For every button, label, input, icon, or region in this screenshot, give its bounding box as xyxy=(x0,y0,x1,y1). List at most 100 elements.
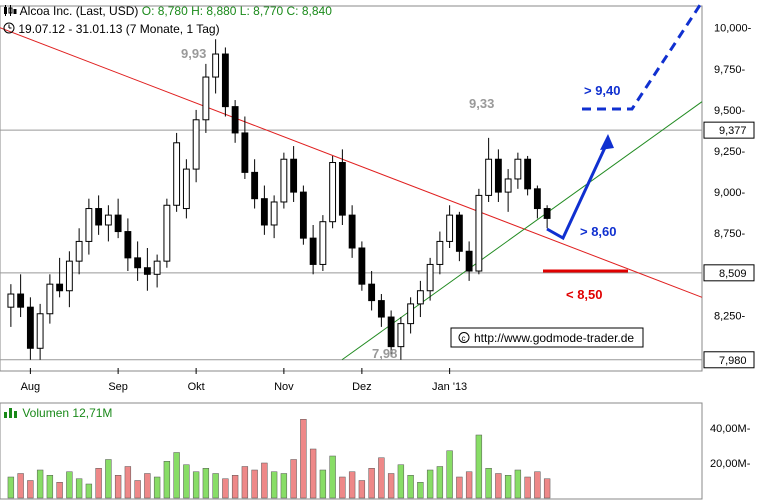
candle-body xyxy=(319,221,327,265)
volume-bar xyxy=(436,466,444,499)
volume-bar xyxy=(56,482,63,499)
breakout-arrow xyxy=(546,140,610,241)
level-label: 7,980 xyxy=(719,355,747,367)
volume-bar xyxy=(339,476,346,499)
volume-bar xyxy=(212,473,219,499)
volume-bar xyxy=(251,469,258,499)
candle-body xyxy=(504,178,512,193)
volume-bar xyxy=(417,482,424,499)
price-tick-label: 8,250- xyxy=(714,310,746,322)
volume-bar xyxy=(173,452,180,499)
candle-body xyxy=(75,240,83,262)
price-axis: 10,000- 9,750- 9,500- 9,250- 9,000- 8,750- 8,2… xyxy=(714,23,752,323)
level-lines: 9,377 8,509 7,980 xyxy=(0,121,755,369)
volume-bar xyxy=(378,457,385,499)
volume-bar xyxy=(85,483,93,499)
candle-body xyxy=(309,237,317,265)
candle-body xyxy=(182,168,190,210)
trend-lines xyxy=(0,27,703,361)
volume-bar xyxy=(387,473,395,499)
volume-bar xyxy=(514,469,522,499)
watermark-box xyxy=(450,327,644,348)
volume-bar xyxy=(134,480,141,499)
volume-bar xyxy=(17,473,24,499)
up-target-path xyxy=(582,1,704,111)
candle-body xyxy=(387,316,395,348)
candle-body xyxy=(299,191,307,239)
volume-bar xyxy=(397,464,405,499)
volume-bar xyxy=(465,471,473,499)
trigger-label: > 8,60 xyxy=(580,224,617,239)
time-tick-label: Aug xyxy=(21,381,41,393)
volume-axis: 40,00M- 20,00M- xyxy=(710,423,751,470)
volume-bar xyxy=(504,475,512,499)
volume-bar xyxy=(329,455,336,499)
candle-body xyxy=(104,214,112,226)
volume-bar xyxy=(348,471,356,499)
candle-body xyxy=(407,303,415,325)
candle-body xyxy=(475,194,483,272)
candle-body xyxy=(173,142,181,206)
high-label: 9,93 xyxy=(181,46,206,61)
candle-body xyxy=(465,250,473,272)
date-range-row: 19.07.12 - 31.01.13 (7 Monate, 1 Tag) xyxy=(3,22,220,37)
candle-body xyxy=(143,267,151,275)
candle-body xyxy=(85,208,93,242)
volume-bar xyxy=(270,471,278,499)
candle-body xyxy=(290,158,298,193)
price-tick-label: 10,000- xyxy=(714,23,752,35)
volume-bar xyxy=(75,478,83,499)
level-box xyxy=(703,121,755,139)
down-target-label: < 8,50 xyxy=(566,287,603,302)
volume-bar xyxy=(368,468,375,499)
candle-body xyxy=(212,53,220,78)
time-tick-label: Sep xyxy=(108,381,128,393)
volume-bar xyxy=(426,469,434,499)
volume-bar xyxy=(543,478,551,499)
up-target-label: > 9,40 xyxy=(584,83,621,98)
price-tick-label: 8,750- xyxy=(714,228,746,240)
watermark-text: http://www.godmode-trader.de xyxy=(474,331,634,345)
volume-bar xyxy=(446,450,453,499)
volume-bar xyxy=(114,475,122,499)
candle-body xyxy=(368,283,376,302)
volume-bar xyxy=(231,475,239,499)
volume-tick-label: 20,00M- xyxy=(710,458,751,470)
volume-bar xyxy=(144,473,151,499)
candle-body xyxy=(7,293,15,308)
date-range: 19.07.12 - 31.01.13 (7 Monate, 1 Tag) xyxy=(18,22,220,36)
volume-bar xyxy=(261,462,268,499)
volume-bar xyxy=(309,448,317,499)
price-tick-label: 9,250- xyxy=(714,146,746,158)
candle-body xyxy=(338,162,346,216)
candle-body xyxy=(524,158,532,190)
candle-body xyxy=(485,158,493,196)
volume-bar xyxy=(485,468,492,499)
volume-bar xyxy=(280,473,288,499)
volume-bar xyxy=(241,466,249,499)
instrument-title: Alcoa Inc. (Last, USD) xyxy=(19,4,139,18)
candle-body xyxy=(163,204,171,262)
ohlc-values: O: 8,780 H: 8,880 L: 8,770 C: 8,840 xyxy=(141,4,332,18)
price-tick-label: 9,500- xyxy=(714,105,746,117)
time-tick-label: Dez xyxy=(352,381,372,393)
support-trendline xyxy=(341,101,703,361)
volume-label: Volumen xyxy=(22,406,70,420)
time-tick-label: Jan '13 xyxy=(432,381,467,393)
volume-bar xyxy=(319,469,327,499)
candle-body xyxy=(114,214,122,233)
level-label: 8,509 xyxy=(719,268,747,280)
volume-bar xyxy=(46,475,54,499)
clock-icon xyxy=(3,22,15,37)
time-tick-label: Nov xyxy=(274,381,294,393)
candle-body xyxy=(416,290,424,305)
chart-header: Alcoa Inc. (Last, USD) O: 8,780 H: 8,880… xyxy=(3,4,332,19)
candle-body xyxy=(192,119,200,170)
candle-body xyxy=(348,214,356,249)
volume-bar xyxy=(36,469,44,499)
volume-bar xyxy=(300,419,307,499)
candle-body xyxy=(280,158,288,203)
candle-body xyxy=(436,240,444,265)
jan-high-label: 9,33 xyxy=(469,96,494,111)
volume-bar xyxy=(95,468,102,499)
